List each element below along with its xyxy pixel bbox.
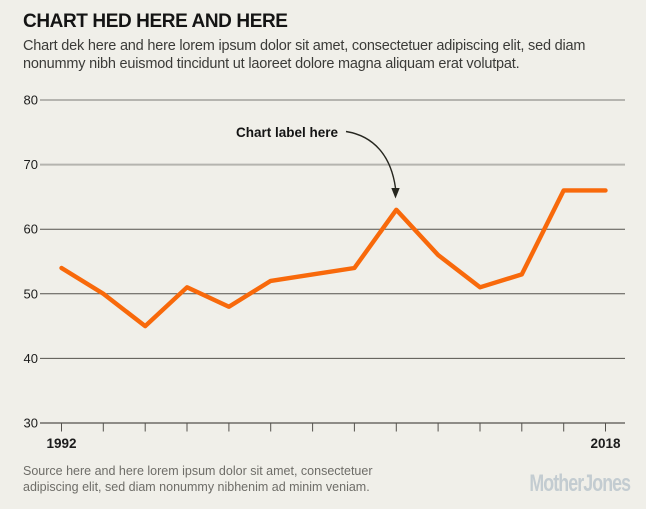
y-tick-label-30: 30 [24, 416, 38, 431]
chart-dek: Chart dek here and here lorem ipsum dolo… [23, 38, 585, 73]
mother-jones-logo: MotherJones [529, 470, 631, 497]
data-line [59, 188, 608, 329]
source-note: Source here and here lorem ipsum dolor s… [23, 464, 372, 495]
y-tick-label-40: 40 [24, 351, 38, 366]
x-ticks [61, 423, 606, 432]
x-tick-label-1992: 1992 [46, 436, 76, 451]
annotation-arrow [345, 130, 397, 189]
y-tick-label-70: 70 [24, 157, 38, 172]
chart-dek-line-1: Chart dek here and here lorem ipsum dolo… [23, 38, 586, 54]
y-tick-label-50: 50 [24, 286, 38, 301]
source-line-1: Source here and here lorem ipsum dolor s… [23, 464, 373, 478]
y-tick-label-60: 60 [24, 222, 38, 237]
y-tick-label-80: 80 [24, 93, 38, 108]
chart-dek-line-2: nonummy nibh euismod tincidunt ut laoree… [23, 55, 520, 72]
annotation-arrowhead [391, 188, 400, 199]
x-tick-label-2018: 2018 [590, 436, 621, 451]
annotation-label: Chart label here [236, 125, 339, 140]
chart-title: CHART HED HERE AND HERE [23, 11, 288, 32]
source-line-2: adipiscing elit, sed diam nonummy nibhen… [23, 479, 370, 494]
